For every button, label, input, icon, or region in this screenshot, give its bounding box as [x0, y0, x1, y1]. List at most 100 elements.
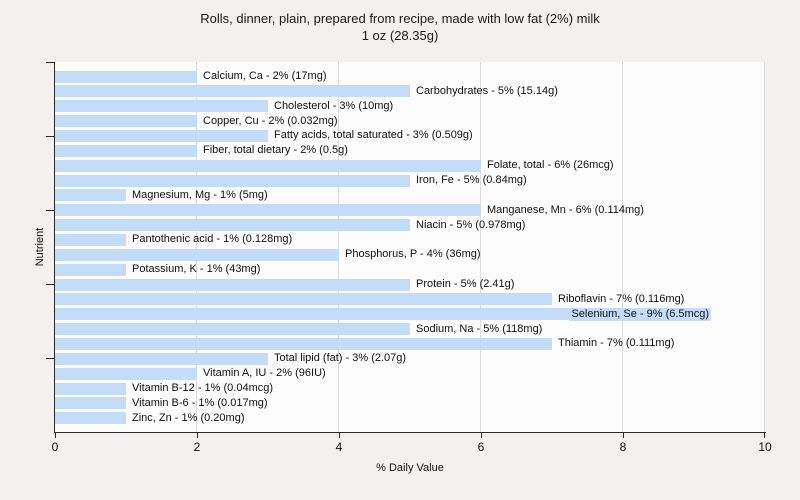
chart-subtitle: 1 oz (28.35g) [361, 28, 439, 43]
x-axis-tick-label: 0 [51, 440, 59, 454]
bar [55, 174, 410, 187]
bar-label: Sodium, Na - 5% (118mg) [416, 322, 543, 335]
y-axis-tick [46, 136, 54, 137]
bar [55, 337, 552, 350]
bar [55, 70, 197, 83]
bar-label: Selenium, Se - 9% (6.5mcg) [569, 307, 711, 321]
bar-label: Vitamin B-6 - 1% (0.017mg) [132, 396, 268, 409]
bar [55, 397, 126, 410]
bar-row: Riboflavin - 7% (0.116mg) [55, 292, 765, 307]
y-axis-line [54, 62, 55, 433]
bar-row: Zinc, Zn - 1% (0.20mg) [55, 411, 765, 426]
y-axis-tick [46, 62, 54, 63]
bar [55, 308, 694, 321]
x-axis-tick [481, 433, 482, 438]
bar [55, 189, 126, 202]
x-axis-tick [764, 433, 765, 438]
bar-label: Total lipid (fat) - 3% (2.07g) [274, 352, 407, 365]
bar-label: Phosphorus, P - 4% (36mg) [345, 248, 481, 261]
bar-row: Fatty acids, total saturated - 3% (0.509… [55, 128, 765, 143]
bar-row: Pantothenic acid - 1% (0.128mg) [55, 232, 765, 247]
bar-label: Magnesium, Mg - 1% (5mg) [132, 188, 268, 201]
bar-label: Cholesterol - 3% (10mg) [274, 99, 394, 112]
gridline [338, 62, 339, 432]
x-axis-line [54, 432, 766, 433]
bar-label: Carbohydrates - 5% (15.14g) [416, 84, 558, 97]
bar-label: Fiber, total dietary - 2% (0.5g) [203, 144, 348, 157]
bar-label: Manganese, Mn - 6% (0.114mg) [487, 203, 644, 216]
x-axis-tick [55, 433, 56, 438]
bar [55, 382, 126, 395]
bar-row: Selenium, Se - 9% (6.5mcg) [55, 307, 765, 322]
bar [55, 144, 197, 157]
bar-row: Manganese, Mn - 6% (0.114mg) [55, 203, 765, 218]
bar-row: Calcium, Ca - 2% (17mg) [55, 69, 765, 84]
x-axis-tick [197, 433, 198, 438]
bar [55, 85, 410, 98]
bar-label: Folate, total - 6% (26mcg) [487, 159, 614, 172]
bar-row: Vitamin A, IU - 2% (96IU) [55, 366, 765, 381]
x-axis-tick-label: 6 [477, 440, 485, 454]
bar-row: Total lipid (fat) - 3% (2.07g) [55, 351, 765, 366]
bar-label: Protein - 5% (2.41g) [416, 278, 515, 291]
bar [55, 233, 126, 246]
bar [55, 115, 197, 128]
bar-label: Thiamin - 7% (0.111mg) [558, 337, 675, 350]
bar [55, 100, 268, 113]
bar-row: Vitamin B-6 - 1% (0.017mg) [55, 396, 765, 411]
bar-row: Fiber, total dietary - 2% (0.5g) [55, 143, 765, 158]
bar-label: Calcium, Ca - 2% (17mg) [203, 70, 327, 82]
x-axis-tick-label: 4 [335, 440, 343, 454]
bar-row: Carbohydrates - 5% (15.14g) [55, 84, 765, 99]
bar [55, 412, 126, 425]
chart-title: Rolls, dinner, plain, prepared from reci… [200, 11, 600, 26]
bar [55, 367, 197, 380]
bar-row: Iron, Fe - 5% (0.84mg) [55, 173, 765, 188]
bar-label: Zinc, Zn - 1% (0.20mg) [132, 411, 245, 424]
bar-label: Fatty acids, total saturated - 3% (0.509… [274, 129, 473, 142]
bar-row: Folate, total - 6% (26mcg) [55, 158, 765, 173]
x-axis-title: % Daily Value [376, 462, 444, 474]
plot-area: Calcium, Ca - 2% (17mg) Carbohydrates - 5… [46, 62, 772, 454]
x-axis-tick [339, 433, 340, 438]
y-axis-title: Nutrient [34, 227, 46, 267]
bar-row: Copper, Cu - 2% (0.032mg) [55, 114, 765, 129]
bar [55, 323, 410, 336]
bar-row: Sodium, Na - 5% (118mg) [55, 322, 765, 337]
gridline [480, 62, 481, 432]
bar-row: Vitamin B-12 - 1% (0.04mcg) [55, 381, 765, 396]
bar-row: Protein - 5% (2.41g) [55, 277, 765, 292]
y-axis-tick [46, 358, 54, 359]
x-axis-tick-label: 10 [758, 440, 772, 454]
bar [55, 129, 268, 142]
bar-label: Vitamin A, IU - 2% (96IU) [203, 367, 326, 380]
bar-row: Thiamin - 7% (0.111mg) [55, 336, 765, 351]
bar-label: Pantothenic acid - 1% (0.128mg) [132, 233, 293, 246]
gridline [196, 62, 197, 432]
bar-label: Riboflavin - 7% (0.116mg) [558, 292, 685, 305]
x-axis-tick-label: 2 [193, 440, 201, 454]
bar [55, 248, 339, 261]
bar [55, 352, 268, 365]
bar-label: Niacin - 5% (0.978mg) [416, 218, 526, 231]
bar-row: Potassium, K - 1% (43mg) [55, 262, 765, 277]
bar [55, 159, 481, 172]
bar [55, 204, 481, 217]
bar-rows-container: Calcium, Ca - 2% (17mg) Carbohydrates - 5… [55, 69, 765, 426]
chart-title-block: Rolls, dinner, plain, prepared from reci… [0, 10, 800, 44]
bar [55, 278, 410, 291]
bar [55, 293, 552, 306]
bar-label: Iron, Fe - 5% (0.84mg) [416, 174, 527, 187]
bar [55, 219, 410, 232]
bar-row: Phosphorus, P - 4% (36mg) [55, 247, 765, 262]
y-axis-tick [46, 210, 54, 211]
bar-label: Copper, Cu - 2% (0.032mg) [203, 114, 338, 127]
bar-label: Potassium, K - 1% (43mg) [132, 263, 261, 276]
gridline [764, 62, 765, 432]
y-axis-tick [46, 284, 54, 285]
x-axis-tick-label: 8 [619, 440, 627, 454]
bar-label: Vitamin B-12 - 1% (0.04mcg) [132, 382, 274, 395]
x-axis-tick [623, 433, 624, 438]
bar-row: Magnesium, Mg - 1% (5mg) [55, 188, 765, 203]
gridline [622, 62, 623, 432]
